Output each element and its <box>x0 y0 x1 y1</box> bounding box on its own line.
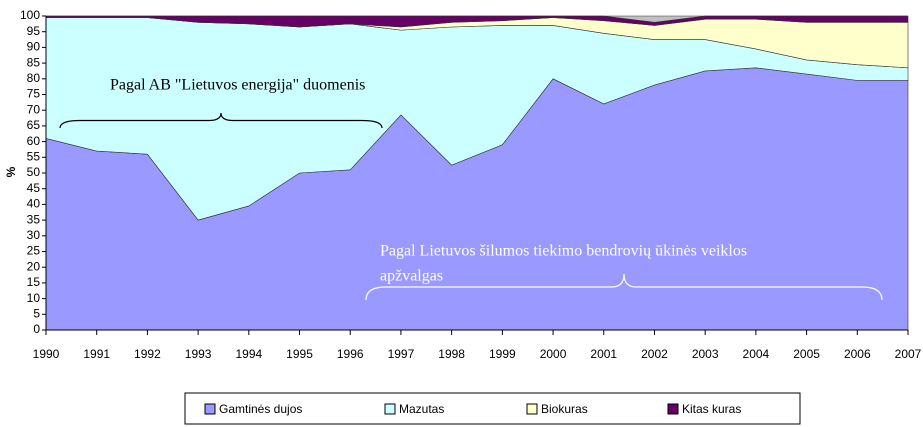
y-tick-label: 65 <box>27 118 41 132</box>
x-tick-label: 2003 <box>692 347 719 361</box>
x-tick-label: 1999 <box>489 347 516 361</box>
x-tick-label: 2004 <box>743 347 770 361</box>
y-tick-label: 30 <box>27 228 41 242</box>
legend-swatch <box>667 403 679 415</box>
legend-label: Gamtinės dujos <box>219 402 302 416</box>
x-tick-label: 1997 <box>388 347 415 361</box>
y-tick-label: 95 <box>27 24 41 38</box>
x-tick-label: 1992 <box>134 347 161 361</box>
x-tick-label: 2000 <box>540 347 567 361</box>
y-tick-label: 85 <box>27 55 41 69</box>
x-tick-label: 1994 <box>235 347 262 361</box>
y-tick-label: 75 <box>27 87 41 101</box>
y-tick-label: 80 <box>27 71 41 85</box>
annotation: Pagal Lietuvos šilumos tiekimo bendrovių… <box>380 243 747 260</box>
legend-box <box>184 392 801 425</box>
area <box>46 15 908 23</box>
x-tick-label: 2001 <box>590 347 617 361</box>
x-tick-label: 1996 <box>337 347 364 361</box>
y-tick-label: 10 <box>27 291 41 305</box>
legend-label: Biokuras <box>541 402 588 416</box>
y-axis-label: % <box>4 166 18 177</box>
y-tick-label: 55 <box>27 149 41 163</box>
x-tick-label: 2006 <box>844 347 871 361</box>
legend-swatch <box>384 403 396 415</box>
y-tick-label: 90 <box>27 40 41 54</box>
x-tick-label: 1998 <box>438 347 465 361</box>
x-tick-label: 2005 <box>793 347 820 361</box>
y-tick-label: 70 <box>27 102 41 116</box>
legend-label: Kitas kuras <box>682 402 741 416</box>
x-tick-label: 2007 <box>895 347 922 361</box>
y-tick-label: 20 <box>27 259 41 273</box>
annotation: Pagal AB "Lietuvos energija" duomenis <box>110 77 365 94</box>
brace <box>365 273 883 301</box>
y-tick-label: 50 <box>27 165 41 179</box>
brace <box>59 112 383 129</box>
y-tick-label: 5 <box>33 306 40 320</box>
legend-swatch <box>204 403 216 415</box>
legend-swatch <box>526 403 538 415</box>
x-tick-label: 1993 <box>185 347 212 361</box>
x-tick-label: 1995 <box>286 347 313 361</box>
y-tick-label: 25 <box>27 244 41 258</box>
y-tick-label: 45 <box>27 181 41 195</box>
legend-label: Mazutas <box>399 402 444 416</box>
y-tick-label: 40 <box>27 197 41 211</box>
y-tick-label: 100 <box>20 8 40 22</box>
x-tick-label: 1991 <box>83 347 110 361</box>
y-tick-label: 0 <box>33 322 40 336</box>
y-tick-label: 60 <box>27 134 41 148</box>
y-tick-label: 35 <box>27 212 41 226</box>
x-tick-label: 2002 <box>641 347 668 361</box>
annotation: apžvalgas <box>380 268 443 285</box>
y-tick-label: 15 <box>27 275 41 289</box>
x-tick-label: 1990 <box>33 347 60 361</box>
